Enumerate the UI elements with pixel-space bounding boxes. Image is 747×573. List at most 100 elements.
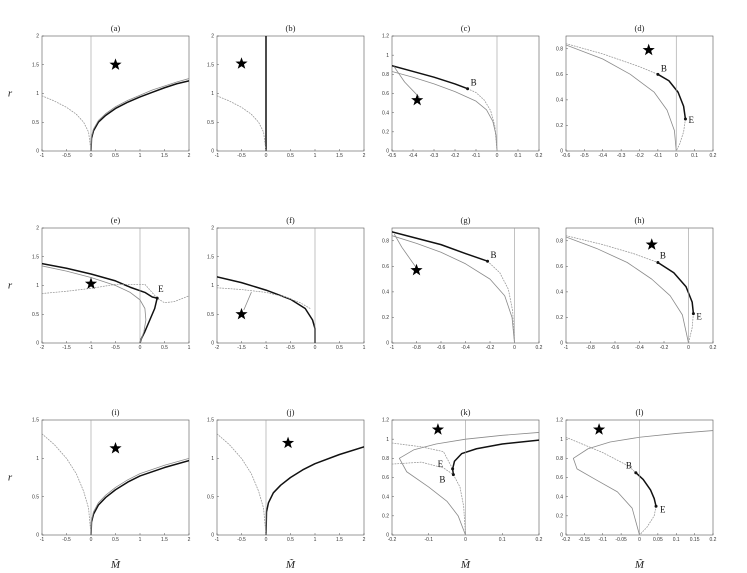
bifurcation-label: E xyxy=(660,504,666,514)
series-line-thick xyxy=(90,459,189,535)
x-tick-label: 0 xyxy=(139,345,142,351)
y-tick-label: 0.8 xyxy=(382,72,389,78)
x-tick-label: -1 xyxy=(215,537,220,543)
x-tick-label: 0.2 xyxy=(710,345,717,351)
series-group xyxy=(392,228,515,343)
x-tick-label: 2 xyxy=(188,153,191,159)
bifurcation-label: E xyxy=(438,459,444,469)
series-line-dotted xyxy=(566,43,659,75)
y-tick-label: 1.5 xyxy=(207,418,214,424)
y-tick-label: 0.6 xyxy=(382,91,389,97)
y-tick-label: 0.4 xyxy=(556,290,563,296)
series-line-thick xyxy=(265,446,364,535)
x-tick-label: -0.5 xyxy=(111,345,120,351)
panel-title: (d) xyxy=(635,23,645,33)
star-marker xyxy=(410,263,423,276)
series-line-thin xyxy=(393,66,420,98)
star-marker xyxy=(431,423,445,435)
bifurcation-point xyxy=(486,259,490,263)
x-tick-label: -0.1 xyxy=(598,537,607,543)
y-tick-label: 0 xyxy=(386,341,389,347)
y-tick-label: 1 xyxy=(560,437,563,443)
y-tick-label: 1.5 xyxy=(32,254,39,260)
panel-e: (e) -2 -1.5 -1 -0.5 0 0.5 1 0 0.5 1 1.5 2 Er xyxy=(8,215,191,351)
y-tick-label: 0.8 xyxy=(382,456,389,462)
y-tick-label: 0 xyxy=(36,341,39,347)
x-tick-label: 0.2 xyxy=(710,153,717,159)
panel-i: (i) -1 -0.5 0 0.5 1 1.5 2 0 0.5 1 1.5 r M̃ xyxy=(8,407,191,571)
y-tick-label: 1 xyxy=(36,283,39,289)
y-tick-label: 0 xyxy=(211,149,214,155)
x-tick-label: 0.1 xyxy=(673,537,680,543)
series-line-dotted xyxy=(566,235,659,263)
panel-title: (f) xyxy=(286,215,295,225)
series-line-thick xyxy=(90,80,189,151)
y-tick-label: 0.6 xyxy=(382,264,389,270)
panel-title: (l) xyxy=(635,407,643,417)
series-line-thick xyxy=(392,231,489,262)
x-tick-label: -1.5 xyxy=(237,345,246,351)
series-line-dotted xyxy=(675,118,686,151)
y-tick-label: 0.2 xyxy=(556,315,563,321)
star-marker xyxy=(235,307,248,320)
y-tick-label: 0.5 xyxy=(32,312,39,318)
y-tick-label: 1 xyxy=(211,283,214,289)
y-tick-label: 2 xyxy=(36,226,39,232)
x-tick-label: -0.6 xyxy=(437,345,446,351)
x-tick-label: 0 xyxy=(314,345,317,351)
series-line-thin xyxy=(566,44,677,151)
series-group xyxy=(392,420,539,535)
x-tick-label: -2 xyxy=(40,345,45,351)
x-axis-label: M̃ xyxy=(285,558,296,571)
y-tick-label: 0.8 xyxy=(382,238,389,244)
x-tick-label: 0 xyxy=(687,345,690,351)
panel-title: (k) xyxy=(461,407,471,417)
x-tick-label: -0.2 xyxy=(388,537,397,543)
series-group xyxy=(566,36,687,151)
x-tick-label: -0.2 xyxy=(451,153,460,159)
series-line-thick xyxy=(392,64,469,90)
x-tick-label: -0.3 xyxy=(617,153,626,159)
y-tick-label: 0.6 xyxy=(382,475,389,481)
y-tick-label: 1 xyxy=(36,91,39,97)
y-tick-label: 0.5 xyxy=(207,120,214,126)
bifurcation-point xyxy=(451,467,455,471)
x-tick-label: 0 xyxy=(90,537,93,543)
x-tick-label: -0.4 xyxy=(409,153,418,159)
series-line-dotted xyxy=(487,260,515,343)
panel-title: (h) xyxy=(635,215,645,225)
y-tick-label: 0.5 xyxy=(207,494,214,500)
y-tick-label: 0 xyxy=(36,149,39,155)
x-tick-label: -0.6 xyxy=(611,345,620,351)
x-tick-label: 0.05 xyxy=(653,537,663,543)
bifurcation-point xyxy=(634,471,638,475)
y-tick-label: 1 xyxy=(211,91,214,97)
y-tick-label: 2 xyxy=(211,34,214,40)
plot-frame xyxy=(216,227,365,344)
star-marker xyxy=(235,57,248,69)
x-tick-label: -1 xyxy=(264,345,269,351)
series-line-thin xyxy=(394,233,416,267)
x-tick-label: -0.3 xyxy=(430,153,439,159)
x-tick-label: 0.15 xyxy=(690,537,700,543)
series-group xyxy=(217,36,267,151)
x-tick-label: 0.5 xyxy=(287,537,294,543)
y-tick-label: 0.8 xyxy=(556,46,563,52)
x-tick-label: -0.5 xyxy=(62,537,71,543)
y-tick-label: 0.5 xyxy=(207,312,214,318)
x-tick-label: 0 xyxy=(464,537,467,543)
series-line-dotted xyxy=(392,461,466,535)
x-tick-label: -1.5 xyxy=(62,345,71,351)
panel-title: (i) xyxy=(111,407,119,417)
star-marker xyxy=(592,423,606,435)
x-tick-label: 2 xyxy=(363,537,366,543)
panel-h: (h) -1 -0.8 -0.6 -0.4 -0.2 0 0.2 0 0.2 0.4 0.6 0.8 B E xyxy=(556,215,717,351)
x-tick-label: -0.1 xyxy=(424,537,433,543)
series-line-dotted xyxy=(639,505,657,535)
series-line-thin xyxy=(566,236,689,343)
y-axis-label: r xyxy=(8,88,13,100)
y-tick-label: 0.4 xyxy=(382,290,389,296)
y-axis-label: r xyxy=(8,472,13,484)
series-line-dotted xyxy=(217,95,267,151)
bifurcation-point xyxy=(155,296,159,300)
